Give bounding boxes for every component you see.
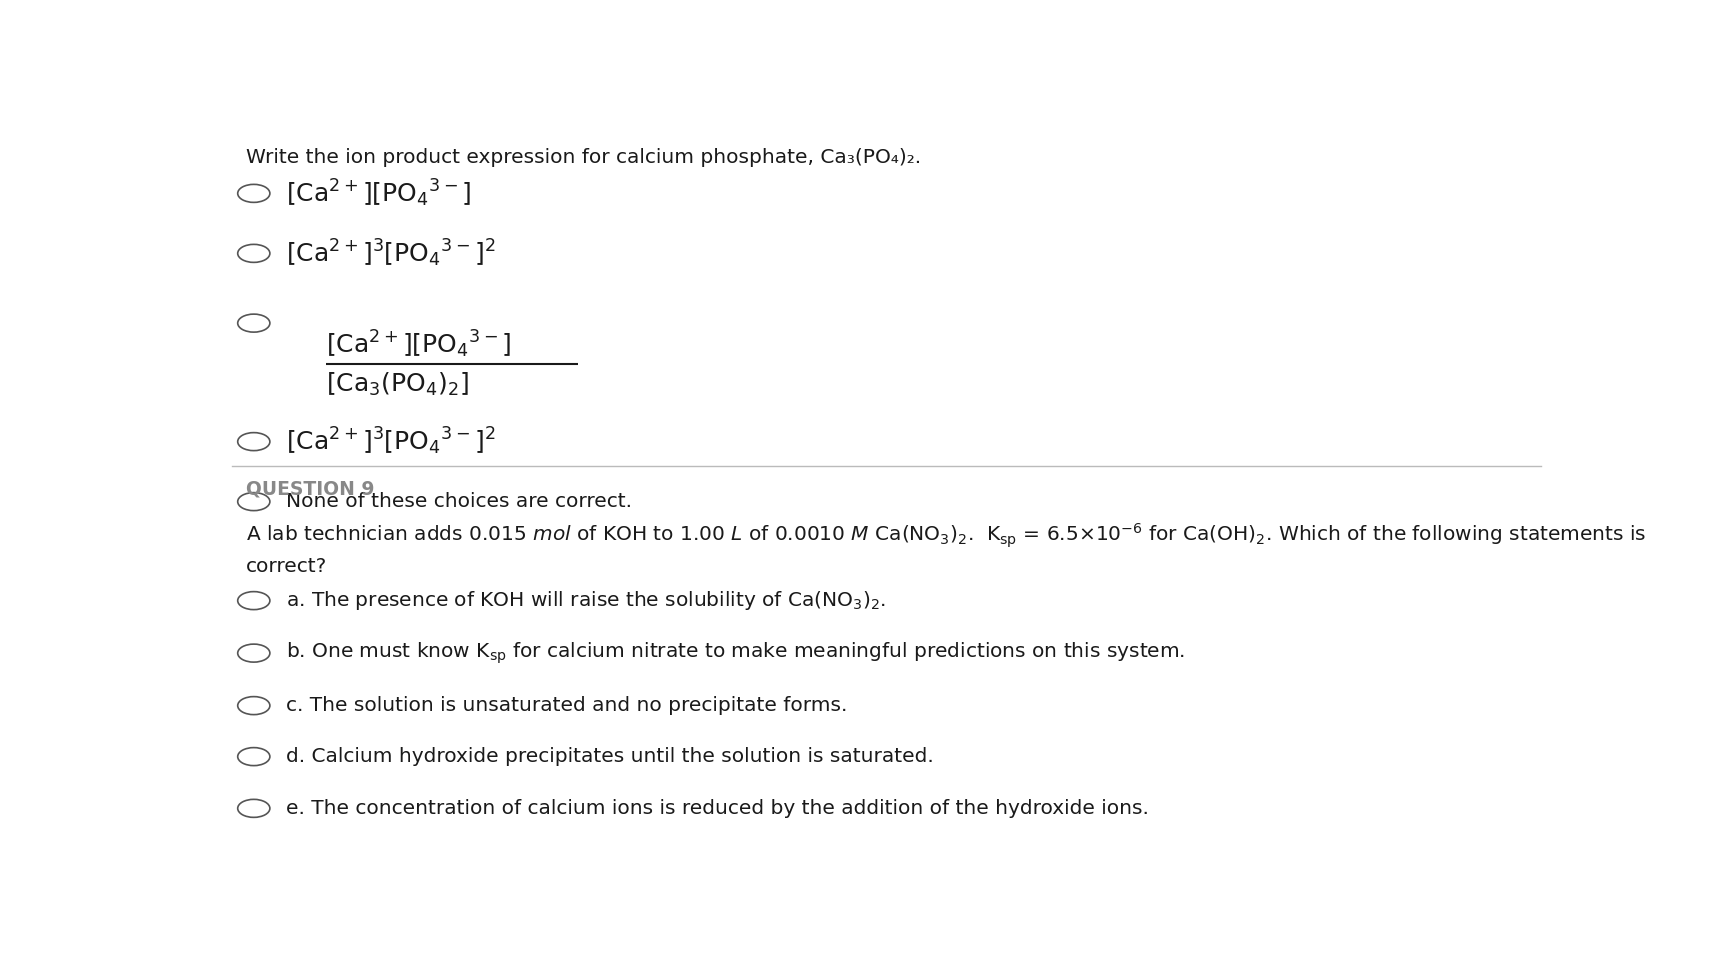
- Text: Write the ion product expression for calcium phosphate, Ca₃(PO₄)₂.: Write the ion product expression for cal…: [246, 148, 920, 168]
- Text: a. The presence of KOH will raise the solubility of Ca(NO$_3$)$_2$.: a. The presence of KOH will raise the so…: [285, 589, 886, 612]
- Text: e. The concentration of calcium ions is reduced by the addition of the hydroxide: e. The concentration of calcium ions is …: [285, 799, 1149, 818]
- Text: c. The solution is unsaturated and no precipitate forms.: c. The solution is unsaturated and no pr…: [285, 696, 848, 715]
- Text: $[\mathrm{Ca}^{2+}][\mathrm{PO_4}^{3-}]$: $[\mathrm{Ca}^{2+}][\mathrm{PO_4}^{3-}]$: [285, 177, 472, 209]
- Text: $[\mathrm{Ca_3(PO_4)_2}]$: $[\mathrm{Ca_3(PO_4)_2}]$: [327, 371, 469, 398]
- Text: $[\mathrm{Ca}^{2+}]^3[\mathrm{PO_4}^{3-}]^2$: $[\mathrm{Ca}^{2+}]^3[\mathrm{PO_4}^{3-}…: [285, 426, 495, 458]
- Text: None of these choices are correct.: None of these choices are correct.: [285, 492, 631, 511]
- Text: $[\mathrm{Ca}^{2+}][\mathrm{PO_4}^{3-}]$: $[\mathrm{Ca}^{2+}][\mathrm{PO_4}^{3-}]$: [327, 328, 512, 359]
- Text: QUESTION 9: QUESTION 9: [246, 479, 374, 498]
- Text: d. Calcium hydroxide precipitates until the solution is saturated.: d. Calcium hydroxide precipitates until …: [285, 747, 934, 767]
- Text: $[\mathrm{Ca}^{2+}]^3[\mathrm{PO_4}^{3-}]^2$: $[\mathrm{Ca}^{2+}]^3[\mathrm{PO_4}^{3-}…: [285, 238, 495, 269]
- Text: b. One must know K$_\mathrm{sp}$ for calcium nitrate to make meaningful predicti: b. One must know K$_\mathrm{sp}$ for cal…: [285, 640, 1185, 666]
- Text: correct?: correct?: [246, 557, 327, 576]
- Text: A lab technician adds 0.015 $\mathit{mol}$ of KOH to 1.00 $\mathit{L}$ of 0.0010: A lab technician adds 0.015 $\mathit{mol…: [246, 522, 1645, 550]
